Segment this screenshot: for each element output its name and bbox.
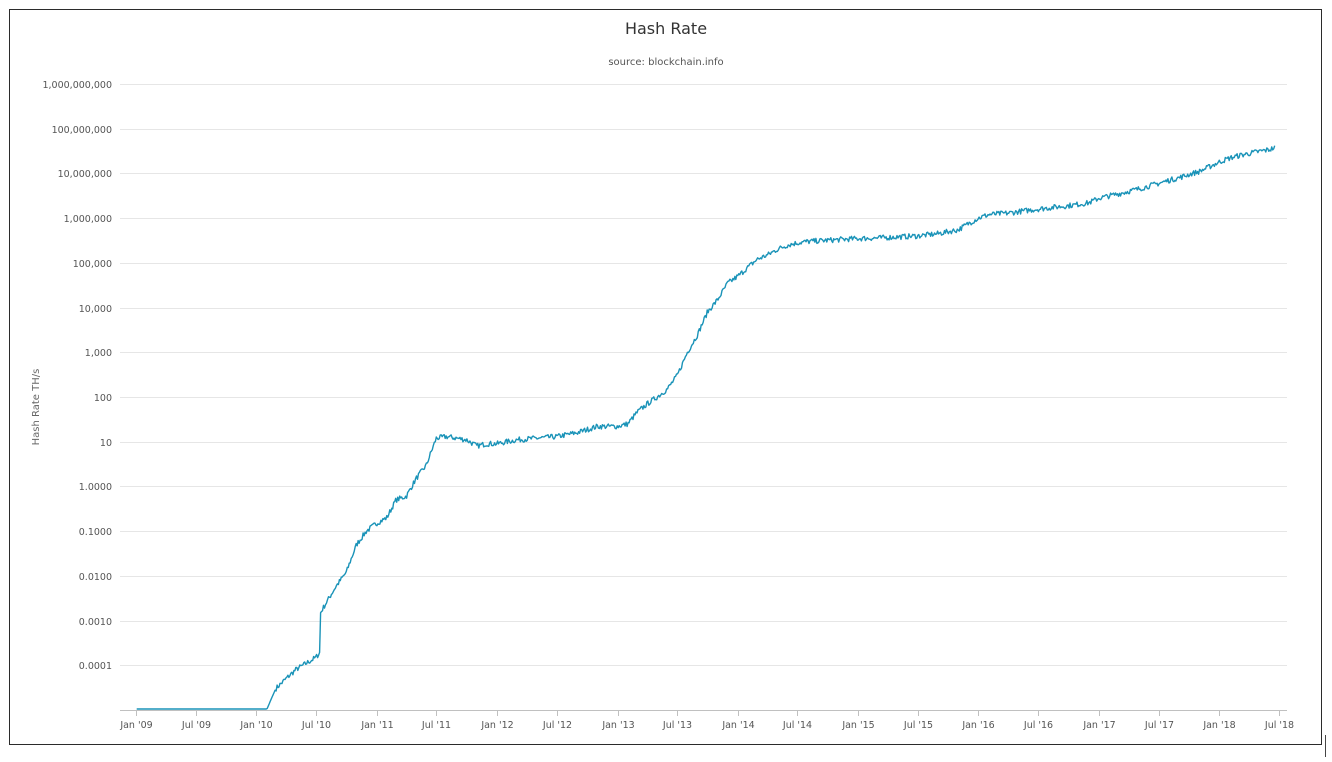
x-tick-label: Jan '17 (1082, 720, 1115, 731)
y-tick-label: 0.1000 (79, 527, 112, 538)
x-tick-label: Jan '10 (239, 720, 272, 731)
y-tick-label: 10,000 (79, 304, 112, 315)
x-axis-ticks: Jan '09 Jul '09 Jan '10 Jul '10 Jan '11 Jul '… (119, 710, 1294, 731)
x-tick-label: Jan '18 (1202, 720, 1235, 731)
y-tick-label: 0.0010 (79, 617, 112, 628)
x-tick-label: Jul '18 (1264, 720, 1294, 731)
chart-frame (9, 9, 1322, 745)
x-tick-label: Jan '14 (721, 720, 754, 731)
y-tick-label: 10,000,000 (58, 169, 112, 180)
x-tick-label: Jul '15 (903, 720, 933, 731)
y-tick-label: 1,000,000 (64, 214, 112, 225)
x-tick-label: Jul '12 (542, 720, 572, 731)
y-tick-label: 100,000,000 (52, 125, 112, 136)
y-tick-label: 1.0000 (79, 482, 112, 493)
x-tick-label: Jan '12 (480, 720, 513, 731)
y-tick-label: 0.0001 (79, 661, 112, 672)
y-axis-ticks: 0.0001 0.0010 0.0100 0.1000 1.0000 10 100 1,000… (42, 80, 112, 672)
x-tick-label: Jul '14 (782, 720, 812, 731)
grid-layer (120, 84, 1287, 666)
x-tick-label: Jan '11 (360, 720, 393, 731)
x-tick-label: Jul '17 (1144, 720, 1174, 731)
hash-rate-series-line (136, 145, 1276, 710)
y-tick-label: 1,000,000,000 (42, 80, 112, 91)
x-tick-label: Jan '13 (601, 720, 634, 731)
x-tick-label: Jul '10 (301, 720, 331, 731)
y-tick-label: 10 (100, 438, 112, 449)
x-tick-label: Jan '15 (841, 720, 874, 731)
x-tick-label: Jul '09 (181, 720, 211, 731)
x-tick-label: Jan '09 (119, 720, 152, 731)
y-tick-label: 0.0100 (79, 572, 112, 583)
y-tick-label: 100,000 (73, 259, 112, 270)
edge-mark (1325, 735, 1326, 757)
chart-title: Hash Rate (624, 19, 708, 38)
y-tick-label: 1,000 (85, 348, 112, 359)
x-tick-label: Jul '11 (421, 720, 451, 731)
x-tick-label: Jul '13 (662, 720, 692, 731)
y-tick-label: 100 (94, 393, 112, 404)
chart-subtitle: source: blockchain.info (608, 57, 724, 68)
y-axis-label: Hash Rate TH/s (31, 369, 42, 446)
x-tick-label: Jan '16 (961, 720, 994, 731)
x-tick-label: Jul '16 (1023, 720, 1053, 731)
